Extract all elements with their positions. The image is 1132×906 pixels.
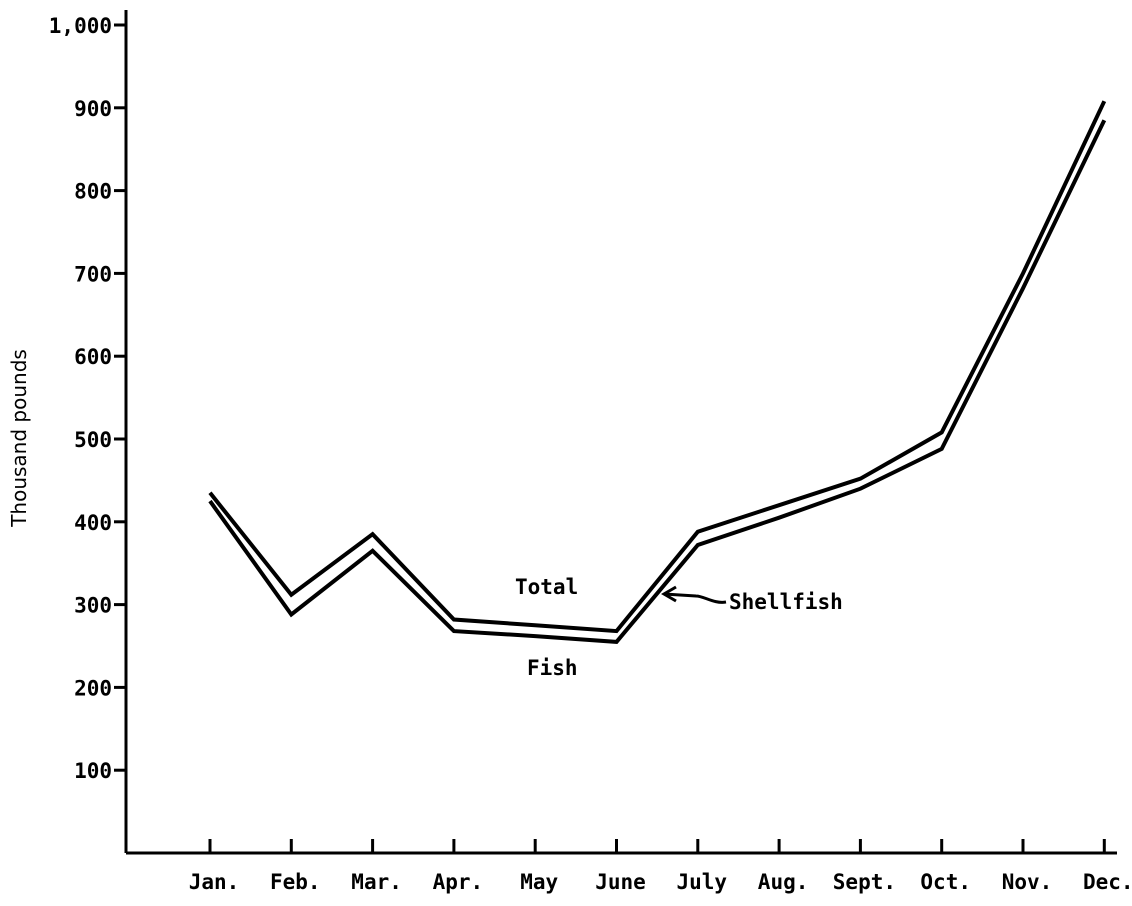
annotation-fish: Fish bbox=[527, 656, 578, 680]
y-tick-label: 1,000 bbox=[49, 14, 112, 38]
y-tick-label: 600 bbox=[74, 345, 112, 369]
x-tick-label: May bbox=[520, 870, 558, 894]
y-tick-label: 800 bbox=[74, 180, 112, 204]
chart-series bbox=[208, 100, 1107, 644]
y-tick-label: 400 bbox=[74, 511, 112, 535]
x-tick-label: Dec. bbox=[1083, 870, 1132, 894]
x-tick-label: Nov. bbox=[1002, 870, 1053, 894]
y-tick-label: 100 bbox=[74, 759, 112, 783]
y-tick-label: 500 bbox=[74, 428, 112, 452]
y-tick-label: 700 bbox=[74, 262, 112, 286]
series-line-total bbox=[208, 100, 1107, 634]
y-tick-label: 200 bbox=[74, 676, 112, 700]
annotation-shellfish: Shellfish bbox=[729, 590, 843, 614]
x-axis-ticks: Jan. Feb. Mar. Apr. May June July Aug. Sept. Oct.… bbox=[189, 839, 1132, 894]
x-tick-label: July bbox=[677, 870, 728, 894]
x-tick-label: Jan. bbox=[189, 870, 240, 894]
x-tick-label: Aug. bbox=[758, 870, 809, 894]
shellfish-pointer-arrow bbox=[661, 585, 727, 604]
series-line-fish bbox=[208, 119, 1107, 644]
y-tick-label: 300 bbox=[74, 594, 112, 618]
x-tick-label: Feb. bbox=[270, 870, 321, 894]
y-tick-label: 900 bbox=[74, 97, 112, 121]
x-tick-label: Sept. bbox=[833, 870, 896, 894]
y-axis-ticks: 100 200 300 400 500 600 700 800 900 1,000 bbox=[49, 14, 126, 783]
annotation-total: Total bbox=[515, 575, 578, 599]
x-tick-label: June bbox=[595, 870, 646, 894]
x-tick-label: Apr. bbox=[433, 870, 484, 894]
x-tick-label: Oct. bbox=[920, 870, 971, 894]
y-axis-title: Thousand pounds bbox=[7, 349, 31, 528]
chart-axes bbox=[124, 10, 1117, 855]
x-tick-label: Mar. bbox=[351, 870, 402, 894]
